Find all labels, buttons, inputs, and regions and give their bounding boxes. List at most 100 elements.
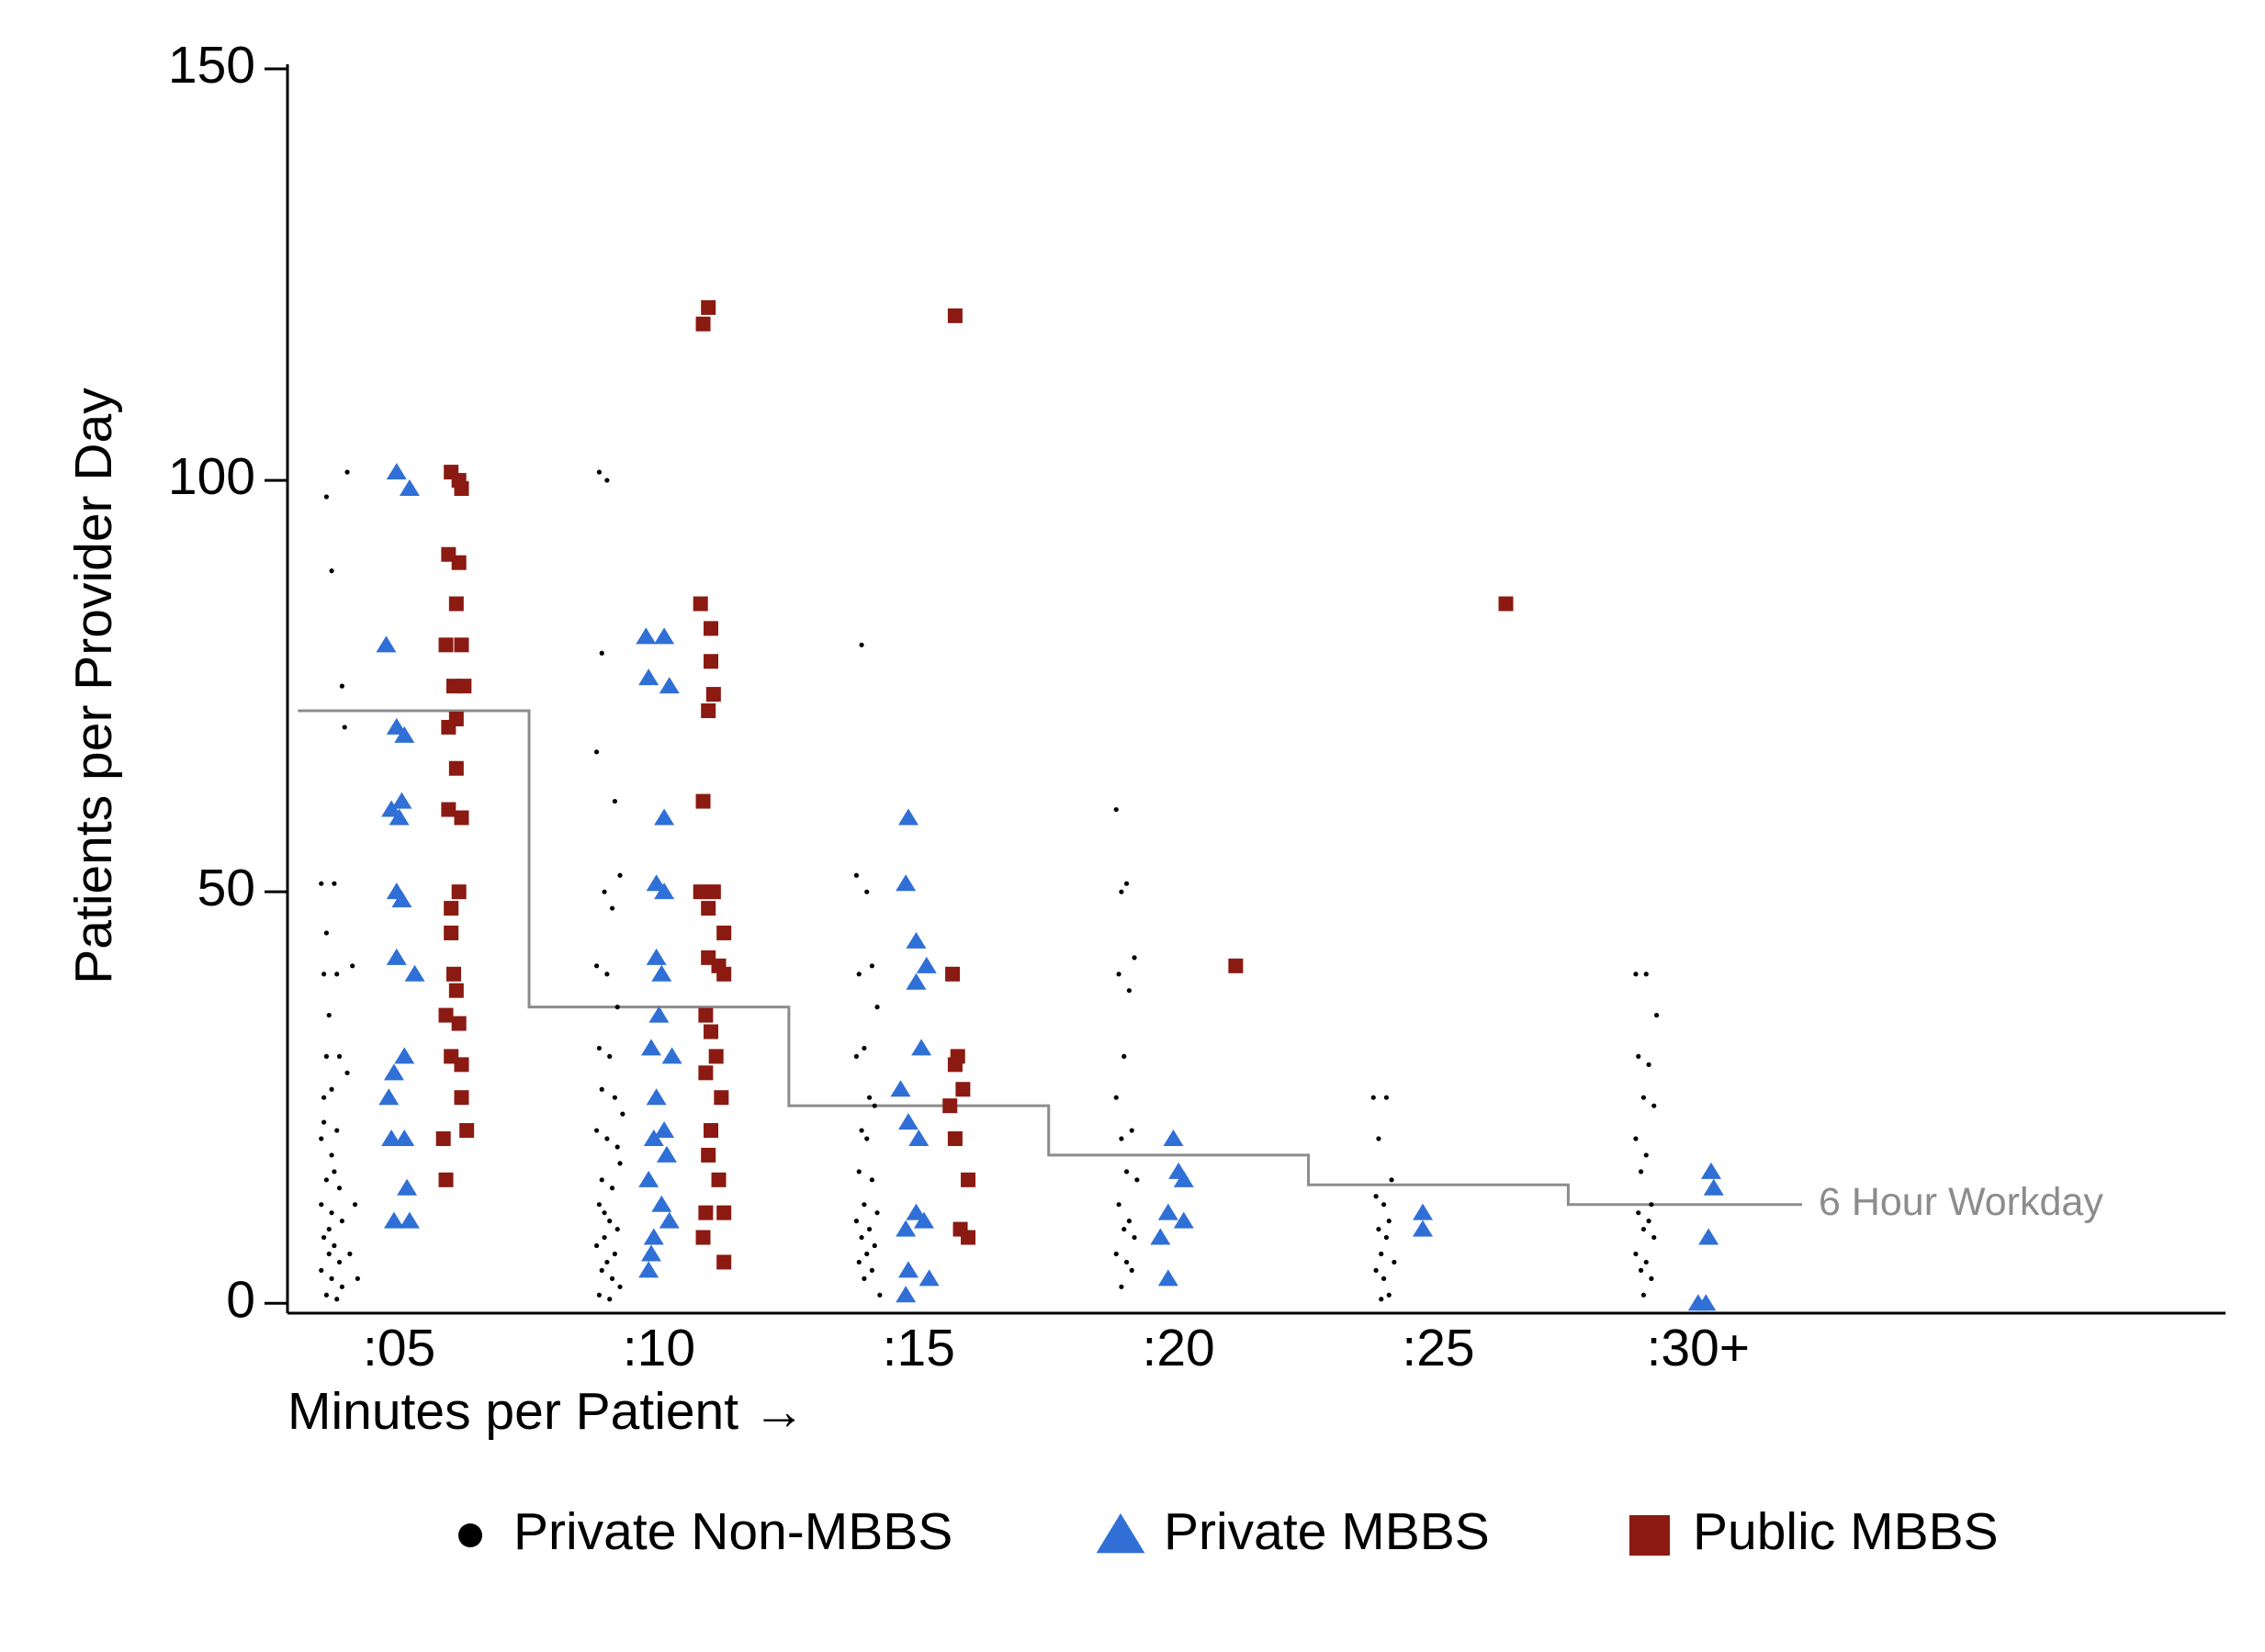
legend-marker bbox=[1629, 1515, 1670, 1556]
point bbox=[906, 931, 927, 949]
x-tick-label: :10 bbox=[623, 1319, 695, 1377]
point bbox=[593, 749, 600, 755]
point bbox=[714, 1090, 729, 1106]
point bbox=[897, 1113, 918, 1130]
point bbox=[1703, 1178, 1724, 1196]
y-tick-label: 100 bbox=[168, 447, 255, 506]
point bbox=[617, 1161, 623, 1166]
point bbox=[1113, 1095, 1119, 1100]
point bbox=[329, 1152, 334, 1158]
point bbox=[342, 725, 347, 730]
point bbox=[1126, 988, 1132, 994]
point bbox=[448, 711, 464, 726]
point bbox=[386, 463, 407, 480]
point bbox=[334, 1128, 340, 1133]
point bbox=[596, 1292, 603, 1298]
y-tick-label: 150 bbox=[168, 36, 255, 95]
point bbox=[607, 1219, 613, 1224]
point bbox=[451, 884, 467, 900]
point bbox=[617, 872, 623, 878]
point bbox=[1113, 1251, 1119, 1257]
point bbox=[454, 637, 469, 653]
point bbox=[332, 1169, 337, 1174]
y-tick-label: 50 bbox=[197, 859, 255, 917]
point bbox=[399, 1211, 420, 1229]
point bbox=[701, 703, 716, 719]
point bbox=[1636, 1210, 1641, 1216]
point bbox=[319, 881, 324, 886]
point bbox=[1389, 1177, 1394, 1183]
point bbox=[620, 1111, 625, 1117]
point bbox=[329, 1086, 334, 1092]
point bbox=[438, 637, 454, 653]
point bbox=[698, 1205, 714, 1220]
point bbox=[947, 1057, 963, 1073]
point bbox=[339, 683, 344, 689]
point bbox=[859, 1234, 864, 1241]
point bbox=[1116, 972, 1121, 977]
point bbox=[906, 972, 927, 990]
point bbox=[708, 1049, 724, 1064]
point bbox=[1116, 1202, 1121, 1208]
x-tick-label: :05 bbox=[363, 1319, 435, 1377]
point bbox=[614, 1005, 620, 1010]
point bbox=[1386, 1219, 1392, 1224]
point bbox=[321, 1234, 327, 1241]
point bbox=[896, 1286, 917, 1303]
point bbox=[602, 1210, 607, 1216]
point bbox=[614, 1226, 620, 1232]
point bbox=[593, 1242, 600, 1249]
point bbox=[336, 1259, 343, 1265]
point bbox=[1376, 1226, 1381, 1232]
point bbox=[323, 1053, 330, 1059]
reference-line bbox=[298, 709, 1802, 1207]
point bbox=[321, 1119, 327, 1125]
y-tick-label: 0 bbox=[226, 1270, 255, 1329]
point bbox=[856, 972, 862, 977]
point bbox=[451, 1016, 467, 1031]
point bbox=[441, 802, 456, 817]
point bbox=[874, 1210, 880, 1216]
point bbox=[1696, 1294, 1717, 1311]
point bbox=[869, 1177, 874, 1183]
point bbox=[654, 882, 675, 900]
point bbox=[1392, 1259, 1397, 1265]
point bbox=[604, 1259, 610, 1265]
point bbox=[890, 1080, 911, 1097]
point bbox=[654, 1121, 675, 1139]
point bbox=[383, 1211, 404, 1229]
point bbox=[344, 469, 350, 475]
point bbox=[323, 1177, 330, 1183]
point bbox=[1698, 1228, 1719, 1245]
point bbox=[1646, 1219, 1651, 1224]
point bbox=[604, 1136, 610, 1141]
point bbox=[321, 972, 327, 977]
point bbox=[704, 1123, 719, 1139]
point bbox=[947, 308, 963, 323]
point bbox=[1640, 1226, 1647, 1232]
point bbox=[705, 884, 721, 900]
point bbox=[334, 1297, 340, 1302]
point bbox=[389, 808, 410, 826]
point bbox=[391, 792, 412, 809]
point bbox=[911, 1039, 932, 1056]
point bbox=[332, 881, 337, 886]
point bbox=[1119, 1136, 1124, 1141]
point bbox=[705, 687, 721, 702]
point bbox=[596, 1045, 603, 1051]
point bbox=[1379, 1297, 1384, 1302]
point bbox=[609, 905, 615, 911]
point bbox=[352, 1202, 358, 1208]
point bbox=[643, 1228, 664, 1245]
point bbox=[1380, 1202, 1387, 1208]
point bbox=[1129, 1128, 1134, 1133]
point bbox=[612, 1095, 617, 1100]
point bbox=[640, 1039, 661, 1056]
x-axis-title: Minutes per Patient → bbox=[287, 1382, 806, 1441]
point bbox=[454, 1057, 469, 1073]
legend-marker bbox=[458, 1523, 482, 1547]
point bbox=[651, 964, 672, 982]
legend-label: Private Non-MBBS bbox=[513, 1502, 952, 1561]
point bbox=[612, 798, 617, 804]
point bbox=[704, 654, 719, 669]
